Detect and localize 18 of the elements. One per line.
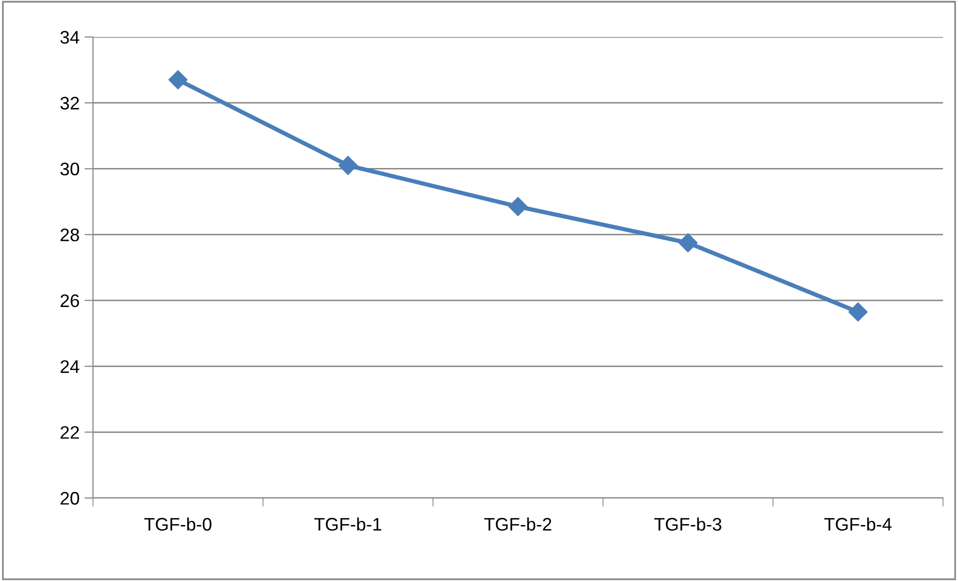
point bbox=[338, 156, 358, 175]
x-tick-label: TGF-b-0 bbox=[144, 517, 212, 531]
y-tick-label: 24 bbox=[60, 360, 80, 373]
y-tick-label: 34 bbox=[60, 30, 80, 44]
x-tick-label: TGF-b-1 bbox=[314, 517, 382, 531]
point bbox=[678, 233, 698, 252]
y-tick-label: 22 bbox=[60, 426, 79, 439]
x-tick-label: TGF-b-4 bbox=[824, 517, 892, 531]
y-tick-label: 32 bbox=[60, 96, 79, 110]
point bbox=[168, 70, 188, 90]
point bbox=[848, 302, 868, 322]
y-tick-label: 20 bbox=[60, 492, 80, 505]
x-tick-label: TGF-b-2 bbox=[484, 517, 552, 531]
point bbox=[508, 197, 528, 216]
x-tick-label: TGF-b-3 bbox=[654, 517, 722, 531]
y-tick-label: 26 bbox=[60, 294, 80, 308]
y-tick-label: 28 bbox=[60, 228, 80, 242]
y-tick-label: 30 bbox=[60, 162, 80, 176]
